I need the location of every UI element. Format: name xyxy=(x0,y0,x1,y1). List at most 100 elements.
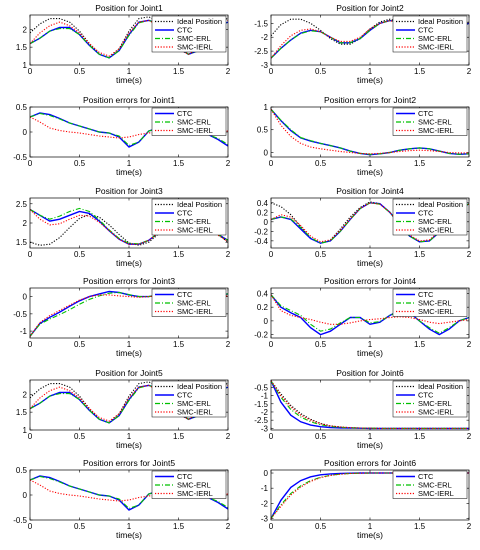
legend-label: CTC xyxy=(418,391,434,400)
legend-label: CTC xyxy=(177,391,193,400)
legend-label: SMC-ERL xyxy=(418,399,452,408)
legend-label: CTC xyxy=(418,26,434,35)
legend-label: CTC xyxy=(418,472,434,481)
chart-title: Position for Joint2 xyxy=(336,3,404,13)
x-tick-label: 0.5 xyxy=(315,522,327,531)
legend-label: SMC-IERL xyxy=(418,43,454,52)
y-tick-label: 1.5 xyxy=(16,43,28,52)
y-tick-label: 2 xyxy=(23,25,28,34)
plot-frame xyxy=(29,287,229,339)
legend-label: SMC-ERL xyxy=(177,481,211,490)
x-tick-label: 1 xyxy=(368,432,373,441)
y-tick-label: 0 xyxy=(264,148,269,157)
legend-label: SMC-ERL xyxy=(177,399,211,408)
x-tick-label: 0.5 xyxy=(315,159,327,168)
chart-title: Position errors for Joint5 xyxy=(83,458,175,468)
plot-frame xyxy=(29,106,229,158)
x-tick-label: 0.5 xyxy=(74,67,86,76)
y-tick-label: 1 xyxy=(264,103,269,112)
x-tick-label: 1 xyxy=(127,250,132,259)
x-tick-label: 0 xyxy=(28,432,33,441)
series-line-smc-ierl xyxy=(30,19,228,57)
legend-label: Ideal Position xyxy=(177,382,222,391)
x-axis-label: time(s) xyxy=(357,348,383,358)
chart-title: Position for Joint6 xyxy=(336,368,404,378)
legend-label: CTC xyxy=(177,290,193,299)
subplot-9: Position for Joint5 0 0.5 1 1.5 2 1 1.5 2 Ideal P… xyxy=(16,368,231,450)
legend-label: CTC xyxy=(418,109,434,118)
legend-label: SMC-IERL xyxy=(418,489,454,498)
plot-frame xyxy=(270,379,470,431)
legend-label: SMC-ERL xyxy=(177,299,211,308)
y-tick-label: -1 xyxy=(261,392,269,401)
series-line-smc-ierl xyxy=(271,294,469,325)
legend-label: SMC-IERL xyxy=(177,307,213,316)
x-tick-label: 2 xyxy=(226,159,231,168)
y-tick-label: -1 xyxy=(20,327,28,336)
y-tick-label: -2.5 xyxy=(254,416,268,425)
x-tick-label: 1.5 xyxy=(414,67,426,76)
subplot-2: Position for Joint2 0 0.5 1 1.5 2 -3 -2.5 -2 -1.5… xyxy=(254,3,472,85)
plot-frame xyxy=(270,197,470,249)
legend-label: Ideal Position xyxy=(418,382,463,391)
y-tick-label: -2 xyxy=(261,33,269,42)
y-tick-label: -0.2 xyxy=(254,227,268,236)
legend-label: SMC-IERL xyxy=(418,126,454,135)
x-tick-label: 0 xyxy=(28,340,33,349)
x-tick-label: 1 xyxy=(127,432,132,441)
x-tick-label: 2 xyxy=(467,432,472,441)
x-tick-label: 1 xyxy=(127,340,132,349)
series-line-smc-erl xyxy=(30,291,228,337)
x-tick-label: 1.5 xyxy=(414,159,426,168)
series-line-smc-ierl xyxy=(30,294,228,337)
legend-label: SMC-IERL xyxy=(418,307,454,316)
legend-label: SMC-IERL xyxy=(177,126,213,135)
x-tick-label: 2 xyxy=(467,340,472,349)
x-tick-label: 2 xyxy=(467,250,472,259)
x-axis-label: time(s) xyxy=(357,440,383,450)
y-tick-label: -0.2 xyxy=(254,331,268,340)
x-tick-label: 1 xyxy=(368,250,373,259)
x-tick-label: 2 xyxy=(226,432,231,441)
series-line-smc-erl xyxy=(271,108,469,155)
x-tick-label: 0 xyxy=(269,67,274,76)
x-axis-label: time(s) xyxy=(116,258,142,268)
legend-label: CTC xyxy=(418,209,434,218)
x-tick-label: 1 xyxy=(127,159,132,168)
plot-frame xyxy=(270,106,470,158)
y-tick-label: 0 xyxy=(264,218,269,227)
x-tick-label: 0.5 xyxy=(315,67,327,76)
legend-label: SMC-ERL xyxy=(177,118,211,127)
x-tick-label: 2 xyxy=(226,67,231,76)
series-line-smc-ierl xyxy=(30,384,228,422)
x-tick-label: 1.5 xyxy=(414,522,426,531)
x-tick-label: 1.5 xyxy=(414,432,426,441)
subplot-1: Position for Joint1 0 0.5 1 1.5 2 1 1.5 2 Ideal P… xyxy=(16,3,231,85)
x-tick-label: 0 xyxy=(28,67,33,76)
y-tick-label: -1.5 xyxy=(254,400,268,409)
x-tick-label: 1 xyxy=(368,67,373,76)
legend-label: SMC-IERL xyxy=(177,43,213,52)
x-tick-label: 0.5 xyxy=(74,340,86,349)
x-tick-label: 1.5 xyxy=(414,340,426,349)
y-tick-label: -1 xyxy=(261,484,269,493)
legend-label: CTC xyxy=(418,290,434,299)
plot-frame xyxy=(270,287,470,339)
x-tick-label: 1.5 xyxy=(173,67,185,76)
x-tick-label: 1.5 xyxy=(173,340,185,349)
x-tick-label: 1.5 xyxy=(173,432,185,441)
y-tick-label: 0.5 xyxy=(16,466,28,475)
y-tick-label: 0 xyxy=(23,491,28,500)
series-line-smc-erl xyxy=(30,475,228,510)
x-tick-label: 2 xyxy=(467,522,472,531)
legend-label: SMC-ERL xyxy=(418,34,452,43)
series-line-smc-erl xyxy=(271,202,469,244)
plot-frame xyxy=(270,469,470,521)
